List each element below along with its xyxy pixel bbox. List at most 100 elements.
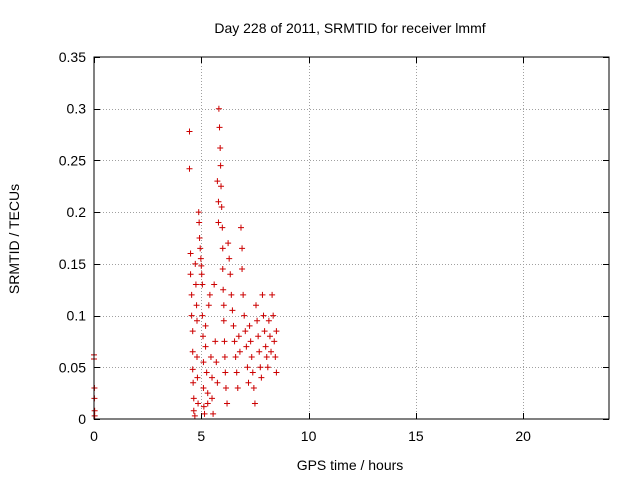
grid-lines bbox=[94, 57, 609, 419]
data-point bbox=[209, 395, 216, 402]
data-point bbox=[199, 312, 206, 319]
x-tick-label: 10 bbox=[301, 428, 317, 444]
data-point bbox=[186, 128, 193, 135]
y-tick-label: 0 bbox=[78, 411, 86, 427]
data-point bbox=[229, 307, 236, 314]
data-point bbox=[218, 183, 225, 190]
data-point bbox=[207, 353, 214, 360]
data-point bbox=[91, 412, 98, 419]
data-point bbox=[249, 369, 256, 376]
data-point bbox=[268, 348, 275, 355]
data-point bbox=[188, 312, 195, 319]
data-point bbox=[251, 400, 258, 407]
data-point bbox=[186, 165, 193, 172]
data-point bbox=[187, 271, 194, 278]
y-tick-label: 0.2 bbox=[67, 204, 87, 220]
data-point bbox=[188, 291, 195, 298]
data-point bbox=[222, 384, 229, 391]
data-points bbox=[91, 105, 280, 419]
data-point bbox=[242, 328, 249, 335]
data-point bbox=[214, 178, 221, 185]
data-point bbox=[200, 384, 207, 391]
data-point bbox=[273, 369, 280, 376]
data-point bbox=[202, 322, 209, 329]
data-point bbox=[220, 286, 227, 293]
data-point bbox=[192, 260, 199, 267]
data-point bbox=[266, 333, 273, 340]
data-point bbox=[255, 333, 262, 340]
data-point bbox=[219, 266, 226, 273]
data-point bbox=[231, 338, 238, 345]
data-point bbox=[261, 328, 268, 335]
data-point bbox=[212, 338, 219, 345]
y-tick-label: 0.35 bbox=[59, 49, 86, 65]
data-point bbox=[222, 369, 229, 376]
data-point bbox=[221, 338, 228, 345]
data-point bbox=[269, 291, 276, 298]
x-tick-label: 0 bbox=[90, 428, 98, 444]
data-point bbox=[237, 224, 244, 231]
data-point bbox=[244, 364, 251, 371]
data-point bbox=[205, 302, 212, 309]
data-point bbox=[218, 203, 225, 210]
axis-ticks: 0 0.05 0.1 0.15 0.2 0.25 0.3 0.35 0 5 10 15 20 bbox=[59, 49, 609, 444]
data-point bbox=[248, 353, 255, 360]
data-point bbox=[247, 338, 254, 345]
data-point bbox=[265, 317, 272, 324]
x-tick-label: 5 bbox=[197, 428, 205, 444]
data-point bbox=[233, 369, 240, 376]
data-point bbox=[240, 291, 247, 298]
y-tick-label: 0.05 bbox=[59, 359, 86, 375]
data-point bbox=[206, 291, 213, 298]
data-point bbox=[190, 379, 197, 386]
data-point bbox=[197, 245, 204, 252]
data-point bbox=[219, 224, 226, 231]
data-point bbox=[263, 353, 270, 360]
data-point bbox=[225, 240, 232, 247]
data-point bbox=[271, 338, 278, 345]
data-point bbox=[259, 291, 266, 298]
data-point bbox=[201, 410, 208, 417]
y-tick-label: 0.3 bbox=[67, 101, 87, 117]
data-point bbox=[258, 374, 265, 381]
y-tick-label: 0.15 bbox=[59, 256, 86, 272]
data-point bbox=[250, 384, 257, 391]
data-point bbox=[216, 124, 223, 131]
x-tick-label: 20 bbox=[515, 428, 531, 444]
data-point bbox=[196, 219, 203, 226]
data-point bbox=[191, 412, 198, 419]
data-point bbox=[215, 219, 222, 226]
data-point bbox=[204, 390, 211, 397]
data-point bbox=[217, 162, 224, 169]
data-point bbox=[213, 359, 220, 366]
data-point bbox=[228, 291, 235, 298]
data-point bbox=[187, 250, 194, 257]
data-point bbox=[257, 364, 264, 371]
data-point bbox=[227, 271, 234, 278]
data-point bbox=[256, 348, 263, 355]
y-axis-label: SRMTID / TECUs bbox=[6, 184, 22, 294]
data-point bbox=[234, 384, 241, 391]
data-point bbox=[214, 379, 221, 386]
data-point bbox=[190, 407, 197, 414]
data-point bbox=[219, 245, 226, 252]
data-point bbox=[91, 407, 98, 414]
data-point bbox=[200, 403, 207, 410]
data-point bbox=[195, 400, 202, 407]
data-point bbox=[200, 333, 207, 340]
data-point bbox=[203, 369, 210, 376]
data-point bbox=[194, 374, 201, 381]
data-point bbox=[215, 198, 222, 205]
plot-frame bbox=[93, 56, 610, 420]
data-point bbox=[220, 317, 227, 324]
data-point bbox=[260, 312, 267, 319]
data-point bbox=[198, 262, 205, 269]
data-point bbox=[189, 348, 196, 355]
data-point bbox=[189, 328, 196, 335]
data-point bbox=[236, 348, 243, 355]
data-point bbox=[199, 281, 206, 288]
data-point bbox=[209, 374, 216, 381]
data-point bbox=[194, 317, 200, 324]
